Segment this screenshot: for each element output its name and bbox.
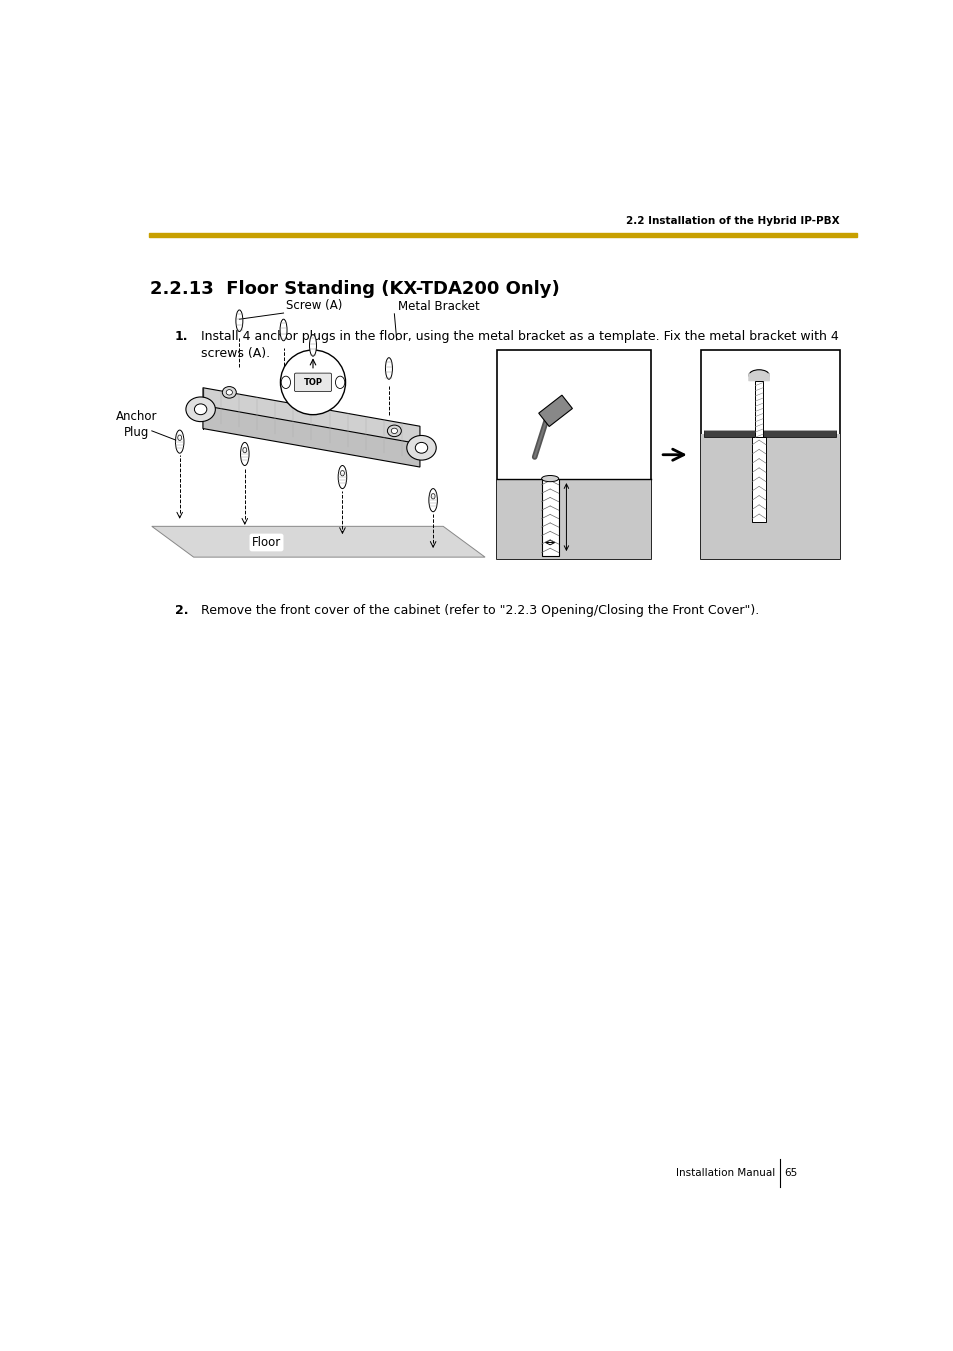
Text: TOP: TOP (303, 378, 322, 386)
Text: 30 mm: 30 mm (574, 512, 610, 521)
Text: 6.5 mm: 6.5 mm (530, 542, 570, 551)
Bar (497, 350, 650, 559)
Polygon shape (203, 405, 419, 467)
Ellipse shape (240, 442, 249, 466)
Text: 2.: 2. (174, 604, 189, 617)
Ellipse shape (177, 435, 181, 440)
Ellipse shape (335, 376, 344, 389)
Ellipse shape (186, 397, 215, 422)
Ellipse shape (391, 428, 397, 434)
Text: 1.: 1. (174, 330, 189, 343)
Ellipse shape (222, 386, 236, 399)
Ellipse shape (541, 476, 558, 482)
FancyBboxPatch shape (294, 373, 332, 392)
Polygon shape (203, 388, 419, 459)
Ellipse shape (309, 335, 316, 357)
Text: Screw (A): Screw (A) (286, 300, 342, 312)
Ellipse shape (406, 435, 436, 461)
Text: 2.2 Installation of the Hybrid IP-PBX: 2.2 Installation of the Hybrid IP-PBX (626, 216, 840, 226)
Ellipse shape (235, 309, 243, 331)
Ellipse shape (226, 389, 233, 394)
Text: 2.2.13  Floor Standing (KX-TDA200 Only): 2.2.13 Floor Standing (KX-TDA200 Only) (150, 280, 559, 297)
Text: Installation Manual: Installation Manual (675, 1169, 774, 1178)
FancyBboxPatch shape (747, 373, 769, 381)
Ellipse shape (429, 489, 436, 512)
Polygon shape (152, 527, 484, 557)
Text: Floor: Floor (252, 536, 281, 549)
Text: Remove the front cover of the cabinet (refer to "2.2.3 Opening/Closing the Front: Remove the front cover of the cabinet (r… (200, 604, 758, 617)
Bar (149, 232, 856, 238)
Text: 65: 65 (783, 1169, 797, 1178)
Bar (703, 431, 835, 438)
Text: Metal
Bracket: Metal Bracket (703, 396, 743, 417)
Text: Screw (A): Screw (A) (783, 366, 833, 376)
Text: Anchor
Plug: Anchor Plug (115, 411, 157, 439)
Bar (700, 350, 840, 559)
Ellipse shape (280, 319, 287, 340)
Ellipse shape (340, 470, 344, 476)
Bar (755, 381, 762, 438)
Bar (497, 478, 650, 559)
Ellipse shape (337, 466, 346, 489)
Bar (700, 434, 840, 559)
Circle shape (280, 350, 345, 415)
Ellipse shape (415, 442, 427, 453)
Ellipse shape (431, 493, 435, 499)
Ellipse shape (194, 404, 207, 415)
Ellipse shape (175, 430, 184, 453)
Bar (541, 478, 558, 555)
Polygon shape (538, 394, 572, 427)
Text: Metal Bracket: Metal Bracket (397, 300, 479, 313)
Ellipse shape (243, 447, 247, 453)
Bar (751, 438, 765, 521)
Ellipse shape (387, 426, 401, 436)
Ellipse shape (385, 358, 392, 380)
Text: Anchor Plug: Anchor Plug (577, 462, 639, 471)
Text: Install 4 anchor plugs in the floor, using the metal bracket as a template. Fix : Install 4 anchor plugs in the floor, usi… (200, 330, 838, 359)
Text: Hammer: Hammer (586, 400, 631, 411)
Ellipse shape (281, 376, 291, 389)
Ellipse shape (748, 370, 768, 381)
